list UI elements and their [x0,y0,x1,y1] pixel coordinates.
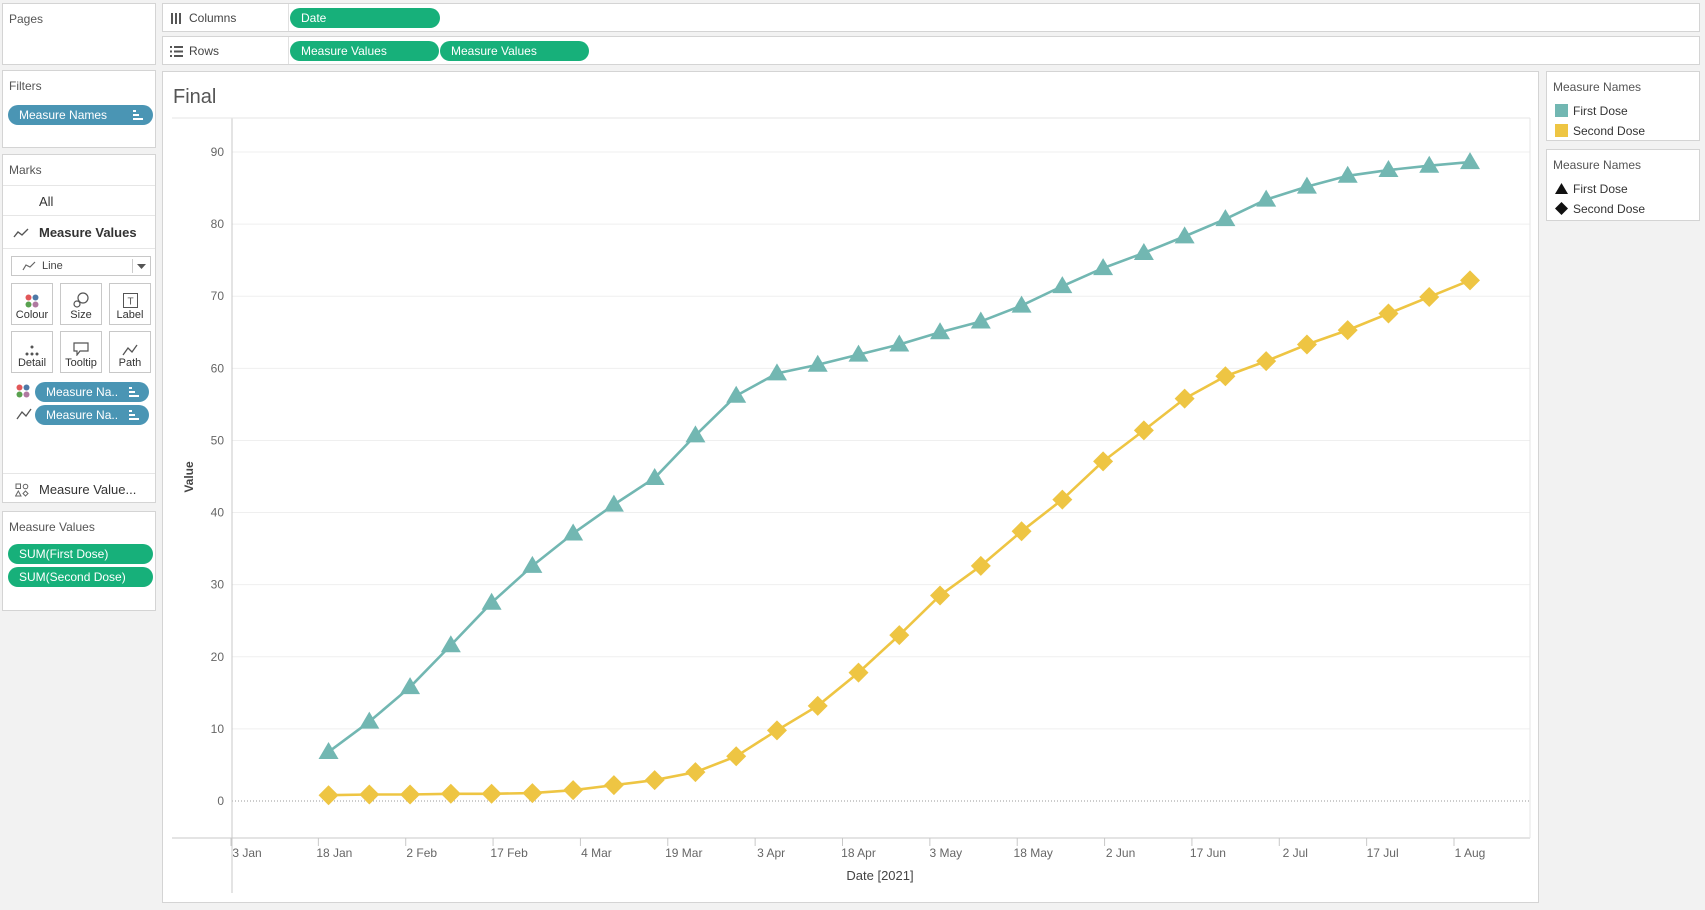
legend-item-label: Second Dose [1573,202,1646,216]
marks-title: Marks [9,163,42,177]
legend-item-label: First Dose [1573,182,1628,196]
tooltip-button[interactable]: Tooltip [60,331,102,373]
shape-legend: Measure Names First Dose Second Dose [1546,149,1700,221]
marks-colour-pill[interactable]: Measure Na.. [35,382,149,402]
size-button[interactable]: Size [60,283,102,325]
colour-legend: Measure Names First Dose Second Dose [1546,71,1700,141]
marks-measure-values-row[interactable]: Measure Values [3,217,155,249]
marks-path-pill-label: Measure Na.. [46,408,119,422]
filters-panel: Filters Measure Names [2,70,156,148]
first-dose-swatch [1555,104,1568,117]
pages-panel: Pages [2,3,156,65]
detail-button-label: Detail [17,357,47,369]
shape-legend-title: Measure Names [1553,158,1642,172]
filter-pill-label: Measure Names [19,108,108,122]
label-button[interactable]: T Label [109,283,151,325]
sort-icon [133,110,143,120]
marks-all-label: All [39,194,54,209]
sheet-view: Final [162,71,1539,903]
sort-icon [129,410,139,420]
rows-label: Rows [189,44,220,58]
filters-title: Filters [9,79,42,93]
label-icon: T [122,293,138,308]
colour-legend-title: Measure Names [1553,80,1642,94]
tooltip-button-label: Tooltip [65,357,97,369]
legend-item-label: First Dose [1573,104,1628,118]
measure-pill-first-dose[interactable]: SUM(First Dose) [8,544,153,564]
size-icon [73,292,89,308]
measure-pill-second-dose[interactable]: SUM(Second Dose) [8,567,153,587]
measure-values-shape-row[interactable]: Measure Value... [3,473,155,503]
sort-icon [129,387,139,397]
line-mark-icon [13,228,29,238]
columns-shelf: Columns Date [162,3,1700,32]
legend-item-first-dose[interactable]: First Dose [1555,104,1628,118]
colour-icon [25,294,39,308]
mark-type-value: Line [42,260,63,272]
path-button-label: Path [118,357,142,369]
pages-title: Pages [9,12,44,26]
legend-shape-first-dose[interactable]: First Dose [1555,182,1628,196]
marks-card: Marks All Measure Values Line Colour Siz… [2,154,156,503]
line-mark-icon [22,261,36,271]
measure-values-panel: Measure Values SUM(First Dose) SUM(Secon… [2,511,156,611]
measure-values-shape-label: Measure Value... [39,482,137,497]
mark-type-divider [132,259,133,273]
filter-pill-measure-names[interactable]: Measure Names [8,105,153,125]
colour-button-label: Colour [15,309,49,321]
path-button[interactable]: Path [109,331,151,373]
tooltip-icon [73,342,89,356]
legend-item-second-dose[interactable]: Second Dose [1555,124,1645,138]
columns-divider [288,4,289,31]
second-dose-swatch [1555,124,1568,137]
columns-icon [171,13,181,24]
sheet-title: Final [173,86,217,108]
detail-button[interactable]: Detail [11,331,53,373]
shape-icon [15,483,29,497]
mark-type-select[interactable]: Line [11,256,151,276]
label-button-label: Label [116,309,144,321]
rows-pill-measure-values-2[interactable]: Measure Values [440,41,589,61]
size-button-label: Size [70,309,92,321]
path-field-icon [16,408,32,420]
colour-field-icon [16,384,30,398]
rows-pill-measure-values-1[interactable]: Measure Values [290,41,439,61]
rows-shelf: Rows Measure Values Measure Values [162,36,1700,65]
triangle-icon [1555,183,1568,194]
rows-divider [288,37,289,64]
diamond-icon [1555,202,1568,215]
path-icon [122,344,138,356]
columns-pill-date[interactable]: Date [290,8,440,28]
marks-all-row[interactable]: All [3,185,155,216]
marks-path-pill[interactable]: Measure Na.. [35,405,149,425]
legend-item-label: Second Dose [1573,124,1646,138]
columns-label: Columns [189,11,237,25]
svg-text:T: T [127,297,133,308]
rows-icon [170,46,183,57]
marks-active-label: Measure Values [39,225,137,240]
marks-colour-pill-label: Measure Na.. [46,385,119,399]
measure-values-title: Measure Values [9,520,95,534]
chevron-down-icon [137,264,146,269]
colour-button[interactable]: Colour [11,283,53,325]
detail-icon [25,345,39,356]
legend-shape-second-dose[interactable]: Second Dose [1555,202,1645,216]
